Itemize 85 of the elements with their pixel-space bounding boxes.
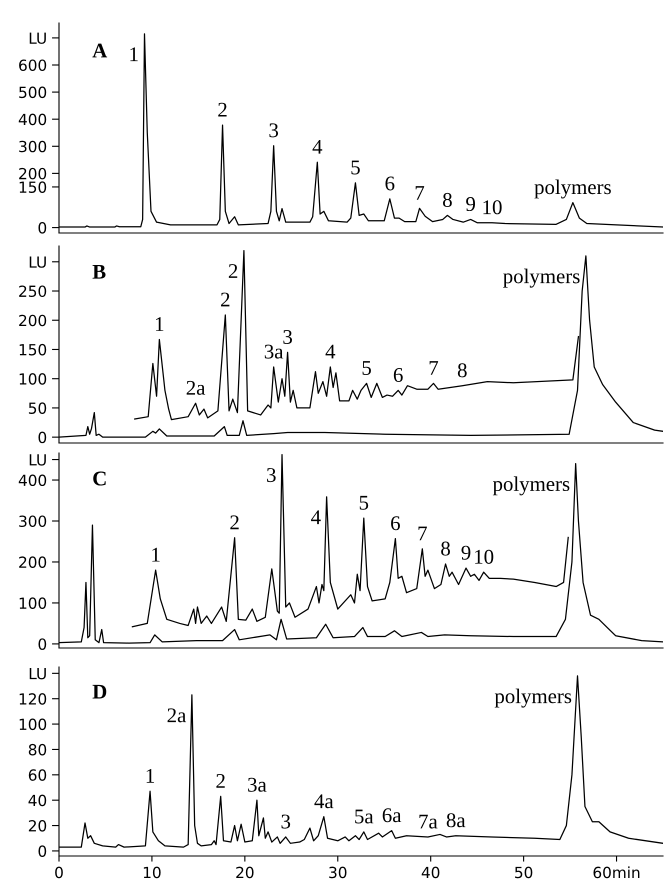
y-tick-label: 100: [20, 718, 46, 730]
annotation: 3: [267, 468, 276, 482]
annotation: 4: [311, 510, 321, 524]
y-tick-label: 200: [19, 314, 46, 326]
y-tick-label: 100: [20, 373, 46, 385]
y-tick-label: 300: [19, 140, 46, 152]
annotation: 10: [475, 550, 494, 564]
y-tick-label: 400: [18, 474, 46, 486]
x-tick-label: 50: [515, 866, 532, 878]
annotation: 5: [351, 160, 360, 174]
y-tick-label: 150: [20, 181, 46, 193]
annotation: 5: [362, 361, 371, 375]
annotation: 2: [218, 102, 227, 117]
annotation: 7: [416, 186, 424, 200]
y-tick-label: 80: [28, 744, 46, 756]
annotation: 6a: [382, 808, 402, 822]
annotation: 8: [458, 363, 467, 378]
annotation: 9: [466, 197, 476, 212]
annotation: 7: [430, 361, 438, 375]
y-tick-label: LU: [30, 454, 46, 466]
annotation: 3: [269, 123, 278, 138]
y-tick-label: 50: [28, 402, 46, 414]
annotation: 2a: [168, 708, 186, 722]
y-tick-label: 250: [19, 285, 46, 298]
annotation: 7a: [419, 814, 438, 829]
y-tick-label: 400: [18, 114, 46, 126]
annotation: 2a: [186, 380, 206, 395]
x-tick-label: 0: [55, 866, 63, 878]
annotation: 7: [418, 526, 427, 540]
annotation: 4a: [314, 794, 334, 808]
y-tick-label: 0: [38, 222, 46, 234]
annotation: 6: [394, 368, 403, 382]
y-tick-label: 200: [19, 168, 46, 180]
y-tick-label: 20: [28, 820, 46, 832]
annotation: 2: [221, 292, 230, 306]
y-tick-label: 0: [38, 845, 46, 857]
annotation: 1: [130, 47, 138, 62]
y-tick-label: 150: [20, 344, 46, 356]
y-tick-label: 600: [19, 59, 46, 72]
x-tick-label: 30: [329, 866, 346, 878]
y-tick-label: 0: [38, 638, 46, 650]
annotation: 5a: [355, 810, 374, 824]
annotation: 8: [441, 542, 450, 556]
text: C: [93, 472, 106, 486]
y-tick-label: 200: [19, 556, 46, 568]
y-tick-label: 300: [19, 515, 46, 528]
annotation: polymers: [503, 268, 580, 288]
annotation: 3: [283, 330, 292, 344]
annotation: 4: [326, 344, 336, 358]
annotation: 5: [360, 496, 368, 510]
y-tick-label: 100: [20, 597, 46, 609]
annotation: polymers: [492, 476, 570, 496]
annotation: polymers: [534, 180, 611, 198]
annotation: 10: [483, 200, 502, 214]
y-tick-label: LU: [30, 256, 46, 268]
y-tick-label: LU: [30, 32, 46, 44]
annotation: 4: [312, 140, 322, 154]
y-tick-label: 120: [20, 693, 46, 705]
annotation: 1: [152, 548, 160, 562]
annotation: 6: [385, 176, 394, 190]
x-tick-label: 40: [422, 866, 440, 878]
annotation: 3a: [264, 344, 284, 359]
text: D: [92, 684, 106, 699]
annotation: 2: [230, 515, 239, 530]
x-tick-label: 10: [144, 866, 161, 878]
annotation: 6: [391, 516, 400, 530]
text: A: [92, 44, 108, 58]
y-tick-label: 0: [38, 432, 46, 444]
annotation: 8a: [446, 813, 466, 828]
text: B: [92, 264, 106, 279]
annotation: 3a: [248, 778, 266, 792]
annotation: 3: [282, 814, 290, 829]
y-tick-label: 40: [28, 794, 46, 806]
annotation: 9: [461, 546, 470, 560]
annotation: 1: [146, 768, 154, 783]
y-tick-label: LU: [30, 668, 46, 680]
annotation: 2: [228, 264, 238, 278]
y-tick-label: 60: [28, 769, 46, 781]
x-tick-label: 20: [236, 866, 254, 878]
x-tick-label: 60min: [593, 866, 640, 878]
annotation: 1: [156, 317, 164, 331]
annotation: 2: [216, 774, 225, 788]
annotation: polymers: [494, 688, 572, 708]
annotation: 8: [443, 192, 452, 207]
y-tick-label: 500: [19, 86, 46, 98]
